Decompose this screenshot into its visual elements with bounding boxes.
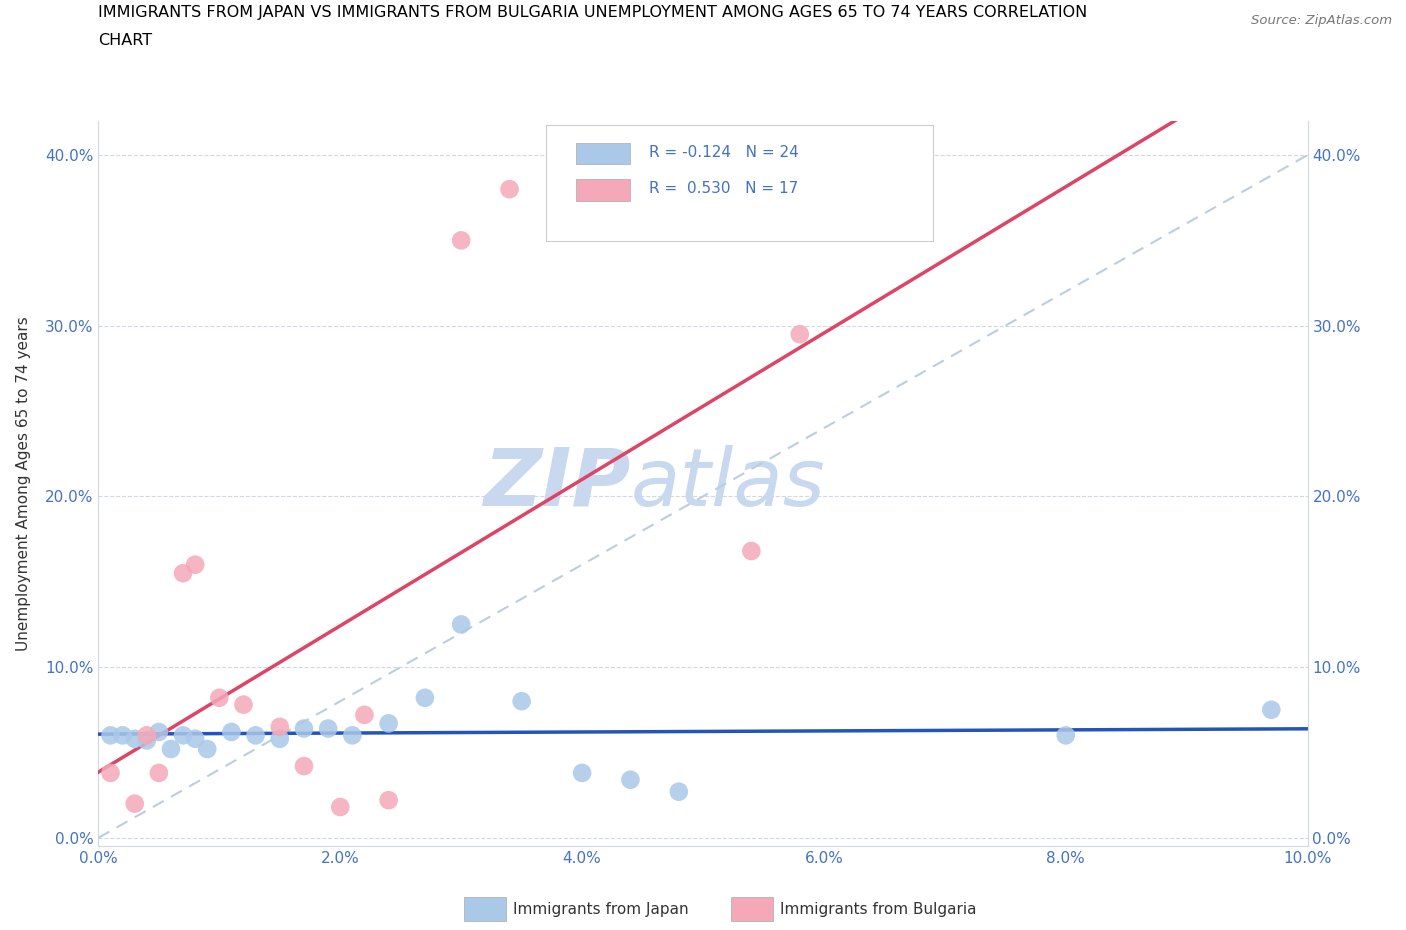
Point [377, 792, 399, 807]
Point [269, 731, 291, 746]
Point [124, 731, 146, 746]
Point [232, 698, 254, 712]
Text: R = -0.124   N = 24: R = -0.124 N = 24 [648, 144, 799, 160]
Text: IMMIGRANTS FROM JAPAN VS IMMIGRANTS FROM BULGARIA UNEMPLOYMENT AMONG AGES 65 TO : IMMIGRANTS FROM JAPAN VS IMMIGRANTS FROM… [98, 5, 1088, 20]
Point [316, 721, 339, 736]
Point [450, 617, 472, 631]
Point [668, 784, 690, 799]
Point [148, 724, 170, 739]
Point [135, 733, 157, 748]
Point [184, 557, 207, 572]
Point [450, 232, 472, 247]
Point [124, 796, 146, 811]
Point [789, 326, 811, 341]
Point [413, 690, 436, 705]
Point [1054, 728, 1077, 743]
Text: R =  0.530   N = 17: R = 0.530 N = 17 [648, 180, 797, 196]
Point [619, 772, 641, 787]
Point [172, 728, 194, 743]
Point [292, 759, 315, 774]
Point [740, 543, 762, 558]
Text: Immigrants from Japan: Immigrants from Japan [513, 901, 689, 917]
Point [342, 728, 364, 743]
Point [172, 565, 194, 580]
Bar [576, 179, 630, 201]
Point [292, 721, 315, 736]
Point [353, 708, 375, 723]
Point [510, 694, 533, 709]
Point [208, 690, 231, 705]
Point [111, 728, 134, 743]
Point [269, 720, 291, 735]
Point [160, 741, 183, 756]
Text: atlas: atlas [630, 445, 825, 523]
Point [377, 716, 399, 731]
Text: Source: ZipAtlas.com: Source: ZipAtlas.com [1251, 14, 1392, 27]
Bar [576, 142, 630, 165]
FancyBboxPatch shape [546, 125, 932, 241]
Point [100, 765, 122, 780]
Point [245, 728, 267, 743]
Point [1260, 702, 1282, 717]
Point [571, 765, 593, 780]
Y-axis label: Unemployment Among Ages 65 to 74 years: Unemployment Among Ages 65 to 74 years [17, 316, 31, 651]
Point [148, 765, 170, 780]
Text: ZIP: ZIP [484, 445, 630, 523]
Point [329, 800, 352, 815]
Text: CHART: CHART [98, 33, 152, 47]
Point [498, 181, 520, 196]
Point [184, 731, 207, 746]
Point [100, 728, 122, 743]
Point [135, 728, 157, 743]
Point [221, 724, 243, 739]
Text: Immigrants from Bulgaria: Immigrants from Bulgaria [780, 901, 977, 917]
Point [195, 741, 218, 756]
